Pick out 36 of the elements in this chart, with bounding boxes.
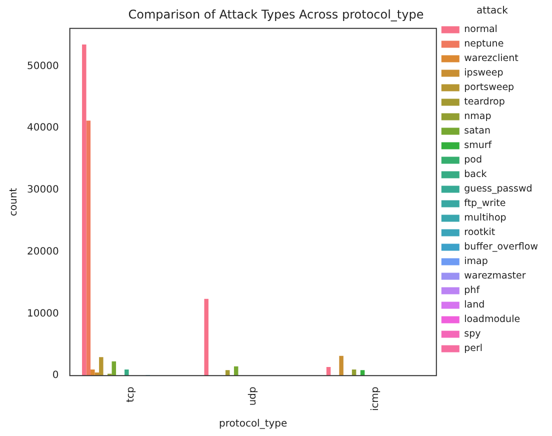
legend-label: neptune [464,38,504,50]
chart-title: Comparison of Attack Types Across protocol_type [128,7,424,22]
legend-label: phf [464,285,480,296]
x-axis-title: protocol_type [219,418,288,430]
legend-label: normal [464,24,498,36]
legend-label: satan [464,126,490,137]
legend-label: pod [464,154,482,166]
legend-label: ftp_write [464,198,506,210]
legend-label: rootkit [464,227,496,238]
legend-label: multihop [464,212,506,224]
y-tick-label: 0 [52,370,59,382]
y-axis-title: count [8,188,20,216]
legend-label: teardrop [464,96,505,108]
legend-label: land [464,300,485,311]
x-tick-label: icmp [370,386,381,412]
y-tick-label: 30000 [27,184,59,196]
y-tick-label: 50000 [27,60,59,72]
x-tick-label: tcp [126,386,137,402]
legend-label: spy [464,328,482,340]
legend-label: smurf [464,140,492,152]
legend-label: ipsweep [464,68,504,79]
legend-label: imap [464,256,488,268]
y-tick-label: 10000 [27,308,59,320]
y-tick-label: 20000 [27,246,59,258]
legend-label: portsweep [464,82,514,94]
legend-label: warezmaster [464,270,526,282]
legend-label: loadmodule [464,314,520,326]
legend-label: nmap [464,111,492,122]
legend-label: guess_passwd [464,184,532,195]
y-tick-label: 40000 [27,122,59,134]
legend-label: buffer_overflow [464,242,538,253]
legend-label: warezclient [464,53,519,64]
legend-label: back [464,169,488,180]
legend-label: perl [464,343,483,354]
x-tick-label: udp [248,386,259,406]
legend-title: attack [476,6,508,17]
